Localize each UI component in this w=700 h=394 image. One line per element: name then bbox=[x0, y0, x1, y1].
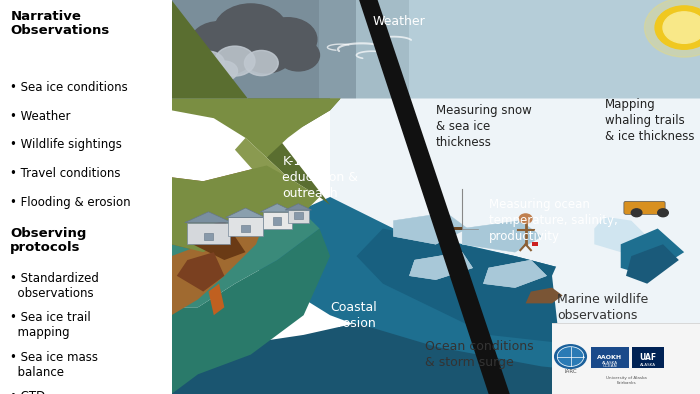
Text: UAF: UAF bbox=[640, 353, 657, 362]
Polygon shape bbox=[285, 204, 312, 210]
Polygon shape bbox=[172, 165, 319, 252]
Text: • Standardized
  observations: • Standardized observations bbox=[10, 272, 99, 300]
Text: University of Alaska
Fairbanks: University of Alaska Fairbanks bbox=[606, 376, 646, 385]
Polygon shape bbox=[177, 252, 224, 292]
Circle shape bbox=[214, 4, 288, 59]
Circle shape bbox=[645, 0, 700, 57]
Polygon shape bbox=[172, 213, 319, 307]
Bar bbox=[532, 242, 538, 246]
Circle shape bbox=[557, 347, 584, 366]
Text: • Sea ice conditions: • Sea ice conditions bbox=[10, 81, 128, 94]
Polygon shape bbox=[483, 260, 547, 288]
Text: Coastal
erosion: Coastal erosion bbox=[330, 301, 377, 330]
Polygon shape bbox=[356, 229, 700, 347]
Circle shape bbox=[193, 51, 224, 75]
Polygon shape bbox=[462, 221, 542, 252]
Polygon shape bbox=[552, 177, 700, 394]
Polygon shape bbox=[330, 197, 700, 299]
Bar bbox=[273, 217, 281, 225]
Polygon shape bbox=[483, 260, 547, 288]
Text: IARC: IARC bbox=[564, 369, 577, 374]
Bar bbox=[454, 227, 462, 230]
Polygon shape bbox=[224, 197, 700, 370]
Text: Weather: Weather bbox=[372, 15, 425, 28]
Circle shape bbox=[190, 22, 248, 65]
Polygon shape bbox=[330, 98, 700, 284]
Text: Narrative
Observations: Narrative Observations bbox=[10, 10, 109, 37]
Polygon shape bbox=[172, 229, 330, 394]
Bar bbox=[591, 347, 629, 368]
Circle shape bbox=[277, 39, 319, 71]
Polygon shape bbox=[260, 204, 295, 212]
Polygon shape bbox=[319, 0, 409, 98]
Circle shape bbox=[519, 214, 532, 223]
Text: Mapping
whaling trails
& ice thickness: Mapping whaling trails & ice thickness bbox=[605, 98, 694, 143]
Polygon shape bbox=[410, 252, 473, 280]
FancyBboxPatch shape bbox=[624, 201, 665, 214]
Polygon shape bbox=[172, 98, 341, 158]
Circle shape bbox=[244, 50, 279, 76]
Polygon shape bbox=[225, 208, 265, 217]
Text: • Sea ice mass
  balance: • Sea ice mass balance bbox=[10, 351, 98, 379]
Polygon shape bbox=[188, 223, 230, 244]
Circle shape bbox=[663, 12, 700, 43]
Polygon shape bbox=[172, 0, 383, 98]
Text: Marine wildlife
observations: Marine wildlife observations bbox=[557, 293, 649, 322]
Polygon shape bbox=[193, 221, 246, 260]
Text: • Sea ice trail
  mapping: • Sea ice trail mapping bbox=[10, 311, 91, 339]
Circle shape bbox=[207, 41, 252, 74]
Text: Measuring ocean
temperature, salinity,
productivity: Measuring ocean temperature, salinity, p… bbox=[489, 198, 617, 243]
Bar bbox=[204, 233, 213, 240]
Circle shape bbox=[259, 18, 317, 61]
Text: • Weather: • Weather bbox=[10, 110, 71, 123]
Text: • CTD
  measurements: • CTD measurements bbox=[10, 390, 106, 394]
Circle shape bbox=[655, 6, 700, 49]
Polygon shape bbox=[626, 244, 679, 284]
Text: OCEAN: OCEAN bbox=[602, 364, 617, 368]
Polygon shape bbox=[552, 323, 700, 394]
Polygon shape bbox=[356, 0, 700, 98]
Polygon shape bbox=[172, 217, 267, 315]
Text: • Wildlife sightings: • Wildlife sightings bbox=[10, 138, 122, 151]
Polygon shape bbox=[410, 252, 473, 280]
Polygon shape bbox=[288, 210, 309, 223]
Text: • Flooding & erosion: • Flooding & erosion bbox=[10, 196, 131, 209]
Bar bbox=[632, 347, 664, 368]
Circle shape bbox=[631, 209, 642, 217]
Polygon shape bbox=[462, 221, 542, 252]
Circle shape bbox=[211, 61, 237, 81]
Polygon shape bbox=[228, 217, 262, 236]
Polygon shape bbox=[621, 229, 684, 276]
Polygon shape bbox=[185, 212, 232, 223]
Bar bbox=[294, 212, 302, 219]
Polygon shape bbox=[172, 165, 288, 256]
Polygon shape bbox=[235, 138, 288, 189]
Text: AAOKH: AAOKH bbox=[597, 355, 622, 360]
Polygon shape bbox=[172, 0, 341, 205]
Polygon shape bbox=[393, 213, 468, 244]
Circle shape bbox=[554, 345, 587, 368]
Text: Measuring snow
& sea ice
thickness: Measuring snow & sea ice thickness bbox=[435, 104, 531, 149]
Circle shape bbox=[215, 46, 255, 76]
Polygon shape bbox=[359, 0, 510, 394]
Polygon shape bbox=[262, 212, 292, 229]
Text: • Travel conditions: • Travel conditions bbox=[10, 167, 121, 180]
Text: Observing
protocols: Observing protocols bbox=[10, 227, 87, 254]
Circle shape bbox=[240, 33, 293, 73]
Text: ALASKA: ALASKA bbox=[640, 363, 657, 367]
Polygon shape bbox=[393, 213, 468, 244]
Polygon shape bbox=[172, 0, 700, 98]
Text: Ocean conditions
& storm surge: Ocean conditions & storm surge bbox=[425, 340, 534, 369]
Text: K-12
education &
outreach: K-12 education & outreach bbox=[283, 155, 358, 200]
Polygon shape bbox=[594, 217, 648, 252]
Circle shape bbox=[658, 209, 668, 217]
Text: ALASKA: ALASKA bbox=[601, 361, 617, 365]
Polygon shape bbox=[526, 288, 563, 303]
Polygon shape bbox=[172, 323, 700, 394]
Bar bbox=[241, 225, 250, 232]
Polygon shape bbox=[209, 284, 224, 315]
